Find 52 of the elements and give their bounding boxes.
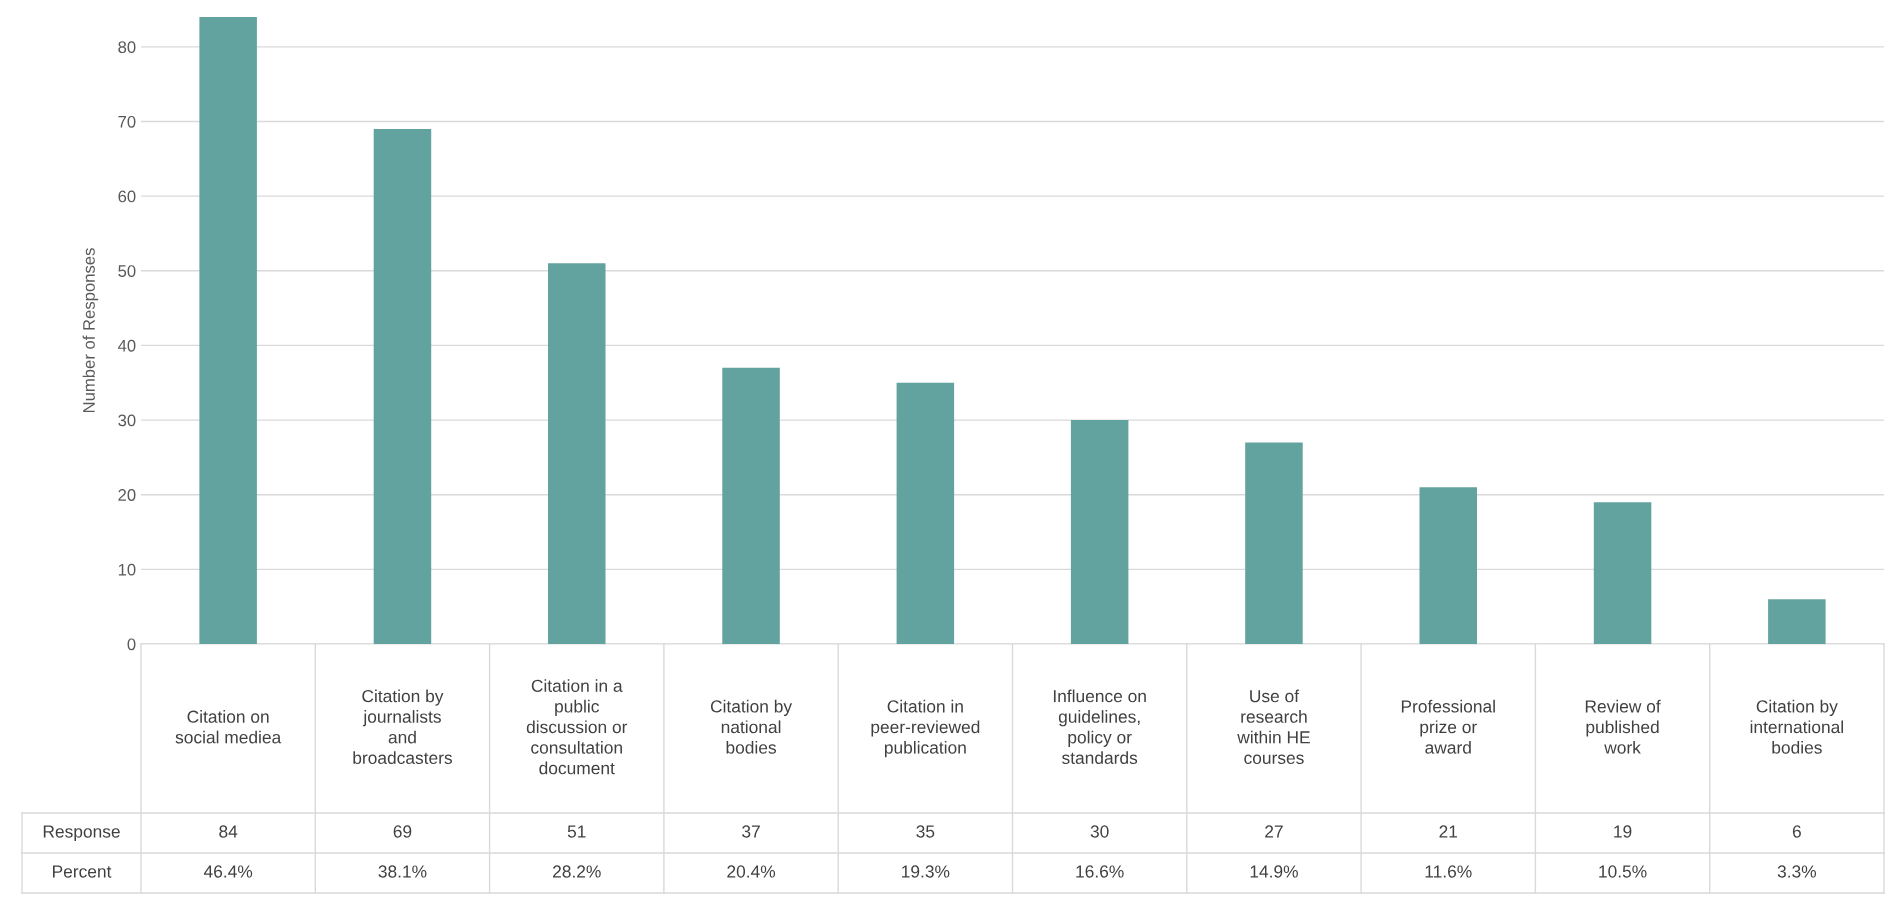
data-label: 19 — [1614, 825, 1632, 838]
y-tick-label: 70 — [118, 115, 136, 128]
y-tick-label: 0 — [127, 638, 136, 651]
data-label: 84 — [219, 825, 238, 838]
data-label: 6 — [1792, 825, 1801, 838]
y-tick-label: 60 — [118, 190, 136, 203]
y-axis-title: Number of Responses — [82, 248, 99, 413]
y-tick-label: 50 — [118, 265, 136, 277]
data-label: 37 — [742, 825, 760, 838]
x-tick-label: Citation in peer-reviewed publication — [871, 699, 980, 758]
bar — [373, 128, 432, 644]
text: 28.2% — [553, 865, 601, 878]
data-label: 35 — [916, 825, 935, 838]
text: 19.3% — [902, 865, 950, 878]
text: 20.4% — [727, 865, 776, 878]
data-label: 51 — [567, 825, 586, 838]
text: 14.9% — [1250, 865, 1298, 878]
x-tick-label: Citation by national bodies — [710, 699, 793, 754]
bar — [1768, 599, 1826, 644]
bar — [1070, 420, 1129, 644]
text: 38.1% — [378, 865, 427, 878]
text: 10.5% — [1599, 865, 1647, 878]
x-tick-label: Citation by international bodies — [1750, 699, 1843, 754]
text: 16.6% — [1076, 865, 1124, 878]
x-tick-label: Influence on guidelines, policy or standards — [1053, 689, 1146, 765]
bar — [199, 17, 257, 644]
x-tick-label: Citation on social mediea — [175, 710, 282, 744]
text: 11.6% — [1425, 865, 1472, 878]
bar — [896, 382, 955, 644]
bar — [1593, 502, 1652, 644]
y-tick-label: 40 — [117, 339, 136, 352]
data-label: 27 — [1265, 825, 1283, 838]
x-tick-label: Professional prize or award — [1401, 699, 1495, 754]
text: Response — [43, 825, 120, 842]
data-label: 69 — [393, 825, 412, 838]
x-tick-label: Citation in a public discussion or consultation document — [526, 679, 628, 775]
y-tick-label: 20 — [118, 489, 136, 501]
bar — [1245, 442, 1303, 644]
bar — [722, 367, 780, 644]
bar — [547, 263, 606, 644]
y-tick-label: 10 — [118, 563, 136, 576]
x-tick-label: Review of published work — [1585, 699, 1661, 754]
x-tick-label: Use of research within HE courses — [1237, 689, 1310, 765]
y-tick-label: 30 — [118, 414, 136, 427]
x-tick-label: Citation by journalists and broadcasters — [353, 689, 453, 765]
text: Percent — [53, 865, 112, 878]
text: 46.4% — [203, 865, 253, 878]
data-label: 21 — [1439, 825, 1458, 838]
data-label: 30 — [1090, 825, 1109, 838]
y-tick-label: 80 — [118, 41, 136, 54]
bar — [1419, 487, 1478, 644]
text: 3.3% — [1777, 865, 1817, 878]
